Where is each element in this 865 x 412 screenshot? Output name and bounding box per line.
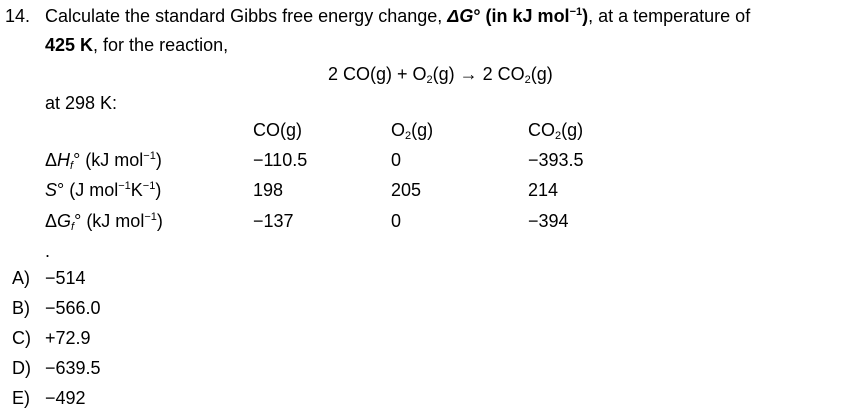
text: ° [57, 180, 65, 200]
question-line: Calculate the standard Gibbs free energy… [45, 5, 750, 27]
text: Δ [45, 150, 58, 170]
text: (in kJ mol [480, 6, 570, 26]
text: ) [155, 150, 162, 170]
table-header: CO2(g) [528, 119, 584, 142]
text: Δ [45, 211, 58, 231]
text: ° [74, 211, 82, 231]
row-label: ΔGf° (kJ mol−1) [45, 210, 163, 233]
text: −1 [142, 180, 156, 192]
row-label: ΔHf° (kJ mol−1) [45, 149, 162, 172]
text: (g) → 2 CO [432, 64, 525, 84]
option-text: +72.9 [45, 328, 91, 348]
text: G [57, 211, 72, 231]
text: f [70, 160, 74, 172]
table-cell: −137 [253, 211, 294, 231]
text: ° [473, 6, 481, 26]
option-text: −566.0 [45, 298, 101, 318]
text: 425 K [45, 35, 94, 55]
question-number: 14. [5, 6, 31, 26]
text: CO [528, 120, 555, 140]
reaction: 2 CO(g) + O2(g) → 2 CO2(g) [328, 63, 553, 86]
text: , at a temperature of [588, 6, 751, 26]
table-cell: 0 [391, 150, 402, 170]
option-letter: E) [12, 388, 30, 408]
table-cell: 214 [528, 180, 559, 200]
text: K [130, 180, 143, 200]
text: ) [156, 211, 163, 231]
dot: . [45, 241, 51, 261]
text: Calculate the standard Gibbs free energy… [45, 6, 448, 26]
text: O [391, 120, 406, 140]
table-cell: −110.5 [253, 150, 308, 170]
text: (kJ mol [81, 211, 145, 231]
option-text: −639.5 [45, 358, 101, 378]
option-letter: A) [12, 268, 30, 288]
text: (g) [561, 120, 584, 140]
text: (kJ mol [80, 150, 144, 170]
text: , for the reaction, [93, 35, 229, 55]
table-cell: 205 [391, 180, 422, 200]
condition: at 298 K: [45, 93, 118, 113]
text: (g) [411, 120, 434, 140]
text: H [57, 150, 71, 170]
table-header: O2(g) [391, 119, 434, 142]
text: S [45, 180, 58, 200]
text: −1 [569, 6, 583, 18]
text: (g) [530, 64, 553, 84]
row-label: S° (J mol−1K−1) [45, 179, 161, 201]
table-cell: 0 [391, 211, 402, 231]
text: f [71, 221, 75, 233]
table-cell: −393.5 [528, 150, 584, 170]
text: 2 [524, 74, 531, 86]
text: 2 [405, 130, 412, 142]
table-header: CO(g) [253, 120, 302, 140]
table-cell: 198 [253, 180, 284, 200]
text: −1 [118, 180, 131, 192]
text: 2 [555, 130, 562, 142]
text: −1 [144, 211, 157, 223]
question-line: 425 K, for the reaction, [45, 34, 228, 56]
text: ) [582, 6, 589, 26]
option-text: −492 [45, 388, 86, 408]
text: −1 [143, 150, 156, 162]
option-letter: C) [12, 328, 31, 348]
text: 2 CO(g) + O [328, 64, 427, 84]
text: ΔG [447, 6, 474, 26]
text: (J mol [64, 180, 119, 200]
option-letter: D) [12, 358, 31, 378]
table-cell: −394 [528, 211, 569, 231]
option-letter: B) [12, 298, 30, 318]
text: ) [155, 180, 162, 200]
option-text: −514 [45, 268, 86, 288]
text: 2 [426, 74, 433, 86]
text: ° [73, 150, 81, 170]
